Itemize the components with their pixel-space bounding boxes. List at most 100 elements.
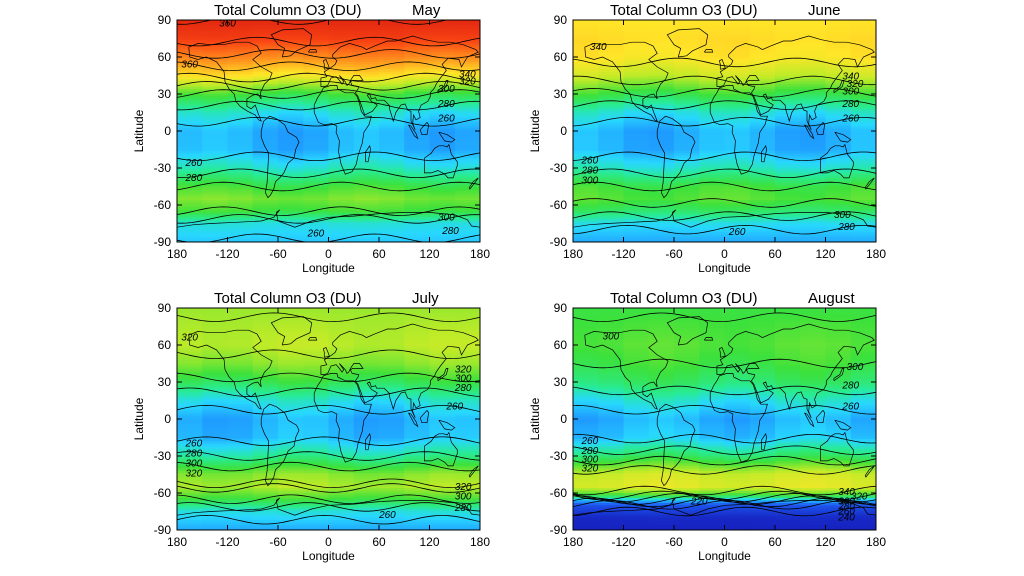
ozone-cell: [202, 27, 229, 31]
ozone-cell: [454, 195, 480, 199]
ozone-cell: [404, 24, 431, 28]
contour-label: 320: [455, 365, 472, 376]
ozone-cell: [303, 497, 330, 501]
ozone-cell: [825, 177, 852, 181]
ozone-cell: [825, 200, 852, 204]
ozone-cell: [623, 27, 650, 31]
ozone-cell: [573, 32, 599, 36]
ozone-cell: [800, 108, 827, 112]
ozone-cell: [252, 61, 279, 65]
ozone-cell: [429, 29, 456, 33]
ozone-cell: [177, 86, 203, 90]
ozone-cell: [454, 458, 480, 462]
ozone-cell: [252, 192, 279, 196]
coastline-japan: [437, 368, 449, 382]
ozone-cell: [749, 520, 776, 524]
ozone-cell: [202, 172, 229, 176]
ozone-cell: [454, 219, 480, 223]
ozone-cell: [699, 382, 726, 386]
ozone-cell: [775, 214, 801, 218]
ozone-cell: [303, 362, 330, 366]
ozone-cell: [454, 317, 480, 321]
ozone-cell: [825, 106, 852, 110]
ozone-cell: [328, 340, 355, 344]
ozone-cell: [573, 478, 599, 482]
ozone-cell: [303, 148, 330, 152]
ozone-cell: [429, 39, 456, 43]
y-tick-label: -90: [550, 523, 568, 537]
ozone-cell: [825, 441, 852, 445]
ozone-cell: [177, 106, 203, 110]
ozone-cell: [648, 237, 675, 241]
ozone-cell: [573, 209, 599, 213]
ozone-cell: [724, 325, 751, 329]
ozone-cell: [252, 406, 279, 410]
ozone-cell: [598, 138, 625, 142]
ozone-cell: [278, 308, 304, 312]
ozone-cell: [775, 126, 801, 130]
ozone-cell: [177, 153, 203, 157]
ozone-cell: [775, 22, 801, 26]
coastline-northAmerica: [584, 41, 669, 122]
ozone-cell: [775, 195, 801, 199]
ozone-cell: [674, 517, 700, 521]
ozone-cell: [800, 150, 827, 154]
ozone-cell: [454, 349, 480, 353]
ozone-cell: [252, 404, 279, 408]
ozone-cell: [749, 485, 776, 489]
ozone-cell: [278, 200, 304, 204]
ozone-cell: [699, 374, 726, 378]
ozone-cell: [775, 312, 801, 316]
ozone-cell: [227, 512, 254, 516]
ozone-cell: [454, 128, 480, 132]
ozone-cell: [825, 209, 852, 213]
ozone-cell: [674, 399, 700, 403]
ozone-cell: [177, 123, 203, 127]
ozone-cell: [623, 29, 650, 33]
ozone-cell: [724, 384, 751, 388]
ozone-cell: [429, 406, 456, 410]
ozone-cell: [429, 150, 456, 154]
ozone-cell: [699, 416, 726, 420]
ozone-cell: [429, 153, 456, 157]
ozone-cell: [800, 113, 827, 117]
ozone-cell: [850, 379, 876, 383]
ozone-cell: [699, 520, 726, 524]
ozone-cell: [379, 423, 405, 427]
ozone-cell: [353, 163, 380, 167]
ozone-cell: [202, 426, 229, 430]
ozone-cell: [252, 409, 279, 413]
ozone-cell: [429, 357, 456, 361]
ozone-cell: [454, 310, 480, 314]
ozone-cell: [202, 312, 229, 316]
ozone-cell: [379, 22, 405, 26]
ozone-cell: [177, 357, 203, 361]
ozone-cell: [775, 443, 801, 447]
ozone-cell: [328, 44, 355, 48]
ozone-cell: [227, 202, 254, 206]
ozone-cell: [825, 22, 852, 26]
ozone-cell: [775, 357, 801, 361]
ozone-cell: [252, 317, 279, 321]
ozone-cell: [724, 490, 751, 494]
ozone-cell: [227, 345, 254, 349]
ozone-cell: [800, 140, 827, 144]
ozone-cell: [724, 205, 751, 209]
ozone-cell: [648, 347, 675, 351]
ozone-cell: [278, 396, 304, 400]
ozone-cell: [454, 155, 480, 159]
ozone-cell: [724, 237, 751, 241]
ozone-cell: [623, 352, 650, 356]
ozone-cell: [454, 163, 480, 167]
ozone-cell: [454, 153, 480, 157]
ozone-cell: [800, 354, 827, 358]
ozone-cell: [454, 470, 480, 474]
ozone-cell: [379, 222, 405, 226]
x-tick-label: 180: [866, 535, 886, 549]
ozone-cell: [303, 340, 330, 344]
ozone-cell: [850, 507, 876, 511]
ozone-cell: [227, 217, 254, 221]
ozone-cell: [278, 140, 304, 144]
ozone-cell: [404, 478, 431, 482]
ozone-cell: [573, 369, 599, 373]
